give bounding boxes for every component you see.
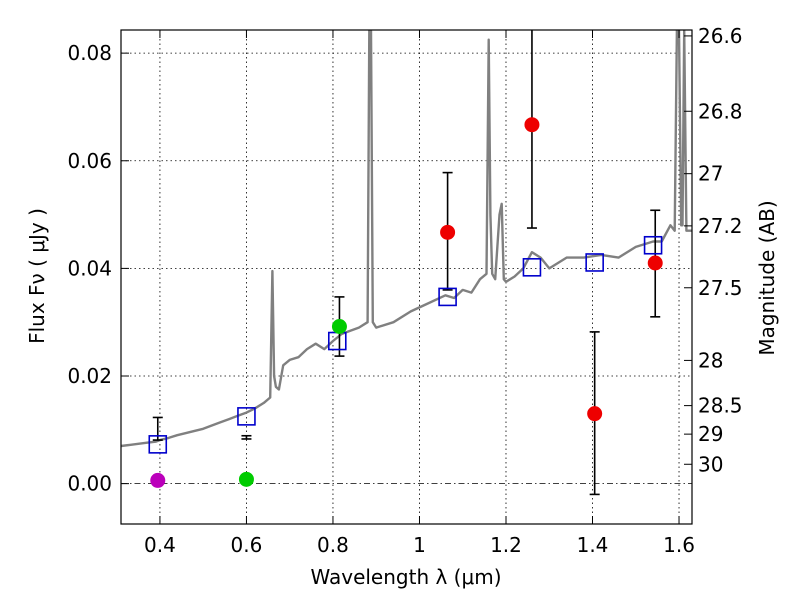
mag-tick-label: 27.2 xyxy=(698,214,743,238)
mag-tick-label: 28 xyxy=(698,348,723,372)
x-tick-label: 1.4 xyxy=(577,533,609,557)
observed-point-marker xyxy=(238,471,254,487)
observed-point-marker xyxy=(524,117,540,133)
observed-point-marker xyxy=(331,319,347,335)
observed-point-marker xyxy=(150,472,166,488)
mag-tick-label: 29 xyxy=(698,422,723,446)
axes: 0.4 0.6 0.8 1 1.2 1.4 1.6 0.00 0.02 0.04 0.06 0.08 2… xyxy=(67,24,742,557)
mag-tick-label: 27.5 xyxy=(698,276,743,300)
y-tick-label: 0.04 xyxy=(67,256,112,280)
model-square-marker xyxy=(237,407,256,426)
plot-area xyxy=(121,30,692,448)
plot-frame xyxy=(120,29,693,525)
markers xyxy=(148,117,663,488)
model-square-marker xyxy=(585,253,604,272)
model-square-marker xyxy=(643,235,663,255)
mag-tick-label: 27 xyxy=(698,162,723,186)
x-tick-label: 1.6 xyxy=(663,533,695,557)
y-tick-label: 0.06 xyxy=(67,149,112,173)
x-tick-label: 0.6 xyxy=(231,533,263,557)
model-square-marker xyxy=(148,435,168,454)
observed-point-marker xyxy=(587,406,603,422)
mag-tick-label: 28.5 xyxy=(698,394,743,418)
y-tick-label: 0.08 xyxy=(67,41,112,65)
x-tick-label: 0.4 xyxy=(144,533,176,557)
mag-tick-label: 26.6 xyxy=(698,24,743,48)
y-tick-label: 0.00 xyxy=(67,472,112,496)
y-axis-right-label: Magnitude (AB) xyxy=(755,200,779,355)
mag-tick-label: 30 xyxy=(698,452,723,476)
mag-tick-label: 26.8 xyxy=(698,99,743,123)
model-square-marker xyxy=(522,258,542,277)
x-axis-label: Wavelength λ (μm) xyxy=(310,565,501,589)
x-tick-label: 1.2 xyxy=(490,533,522,557)
spectrum-line xyxy=(121,30,692,448)
y-axis-label: Flux Fν ( μJy ) xyxy=(25,208,49,344)
x-tick-label: 1 xyxy=(413,533,426,557)
y-tick-label: 0.02 xyxy=(67,364,112,388)
observed-point-marker xyxy=(647,255,663,271)
model-square-marker xyxy=(438,287,457,307)
x-tick-label: 0.8 xyxy=(317,533,349,557)
observed-point-marker xyxy=(440,224,456,240)
